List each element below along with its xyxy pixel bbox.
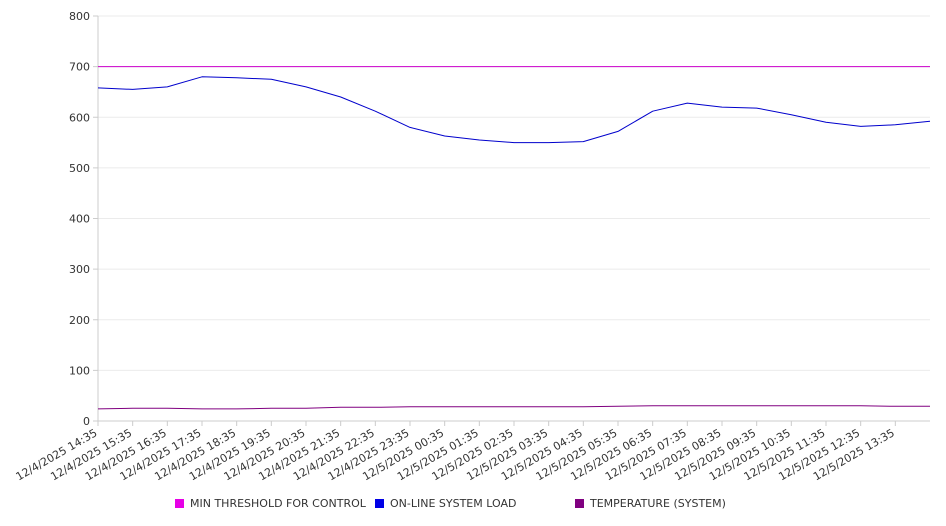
y-tick-label: 200: [69, 314, 90, 327]
y-tick-label: 500: [69, 162, 90, 175]
legend-swatch: [175, 499, 184, 508]
legend-swatch: [375, 499, 384, 508]
y-tick-label: 600: [69, 111, 90, 124]
legend-swatch: [575, 499, 584, 508]
y-tick-label: 700: [69, 61, 90, 74]
y-tick-label: 400: [69, 213, 90, 226]
legend-item-min-threshold[interactable]: MIN THRESHOLD FOR CONTROL: [175, 497, 366, 510]
y-axis-ticks: 0 100 200 300 400 500 600 700 800: [69, 10, 98, 428]
legend-item-system-load[interactable]: ON-LINE SYSTEM LOAD: [375, 497, 516, 510]
grid-lines: [98, 15, 930, 371]
legend: MIN THRESHOLD FOR CONTROL ON-LINE SYSTEM…: [0, 497, 946, 515]
y-tick-label: 0: [83, 415, 90, 428]
legend-label: TEMPERATURE (SYSTEM): [590, 497, 726, 510]
y-tick-label: 800: [69, 10, 90, 23]
y-tick-label: 100: [69, 364, 90, 377]
y-tick-label: 300: [69, 263, 90, 276]
legend-item-temperature[interactable]: TEMPERATURE (SYSTEM): [575, 497, 726, 510]
series-line-2: [97, 405, 930, 410]
legend-label: MIN THRESHOLD FOR CONTROL: [190, 497, 366, 510]
series-line-1: [97, 76, 931, 144]
series-lines: [97, 66, 931, 410]
legend-label: ON-LINE SYSTEM LOAD: [390, 497, 517, 510]
